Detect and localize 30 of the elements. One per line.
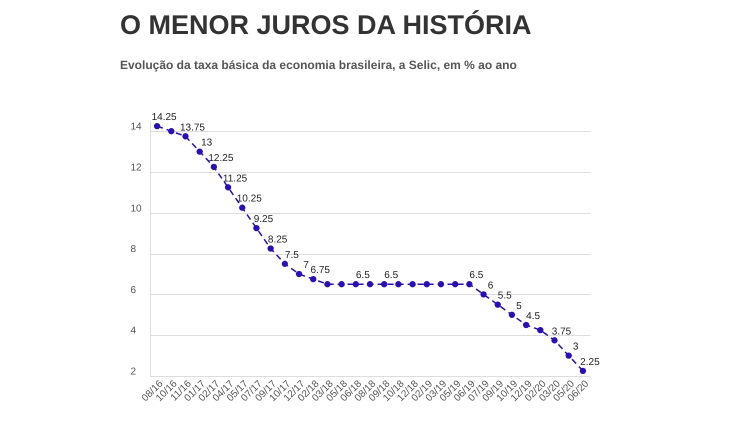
data-label: 10.25 [236,194,262,205]
chart-title: O MENOR JUROS DA HISTÓRIA [120,10,532,40]
y-tick-label: 6 [130,284,136,296]
data-label: 8.25 [268,234,288,246]
data-label: 5 [516,300,522,312]
data-label: 3.75 [552,326,572,338]
data-label: 7 [303,260,310,271]
y-tick-label: 12 [130,162,142,174]
data-label: 6.75 [310,265,330,276]
data-label: 6.5 [356,270,370,282]
data-label: 6 [488,280,494,292]
data-label: 2.25 [580,356,600,368]
data-label: 14.25 [152,112,178,124]
data-label: 6.5 [384,270,399,282]
data-label: 12.25 [208,152,234,164]
y-tick-label: 2 [130,366,136,378]
data-label: 9.25 [254,214,274,226]
data-label: 5.5 [498,290,512,302]
y-tick-label: 4 [130,326,136,337]
data-label: 7.5 [284,250,300,261]
data-label: 6.5 [469,270,484,282]
data-label: 4.5 [526,311,541,322]
data-label: 11.25 [222,173,248,184]
y-tick-label: 8 [130,244,136,256]
chart-subtitle: Evolução da taxa básica da economia brasileira, a Selic, em % ao ano [120,58,517,72]
y-tick-label: 14 [130,122,142,133]
data-label: 3 [572,342,579,353]
data-label: 13.75 [180,122,206,134]
y-tick-label: 10 [130,203,142,214]
data-label: 13 [201,138,213,149]
